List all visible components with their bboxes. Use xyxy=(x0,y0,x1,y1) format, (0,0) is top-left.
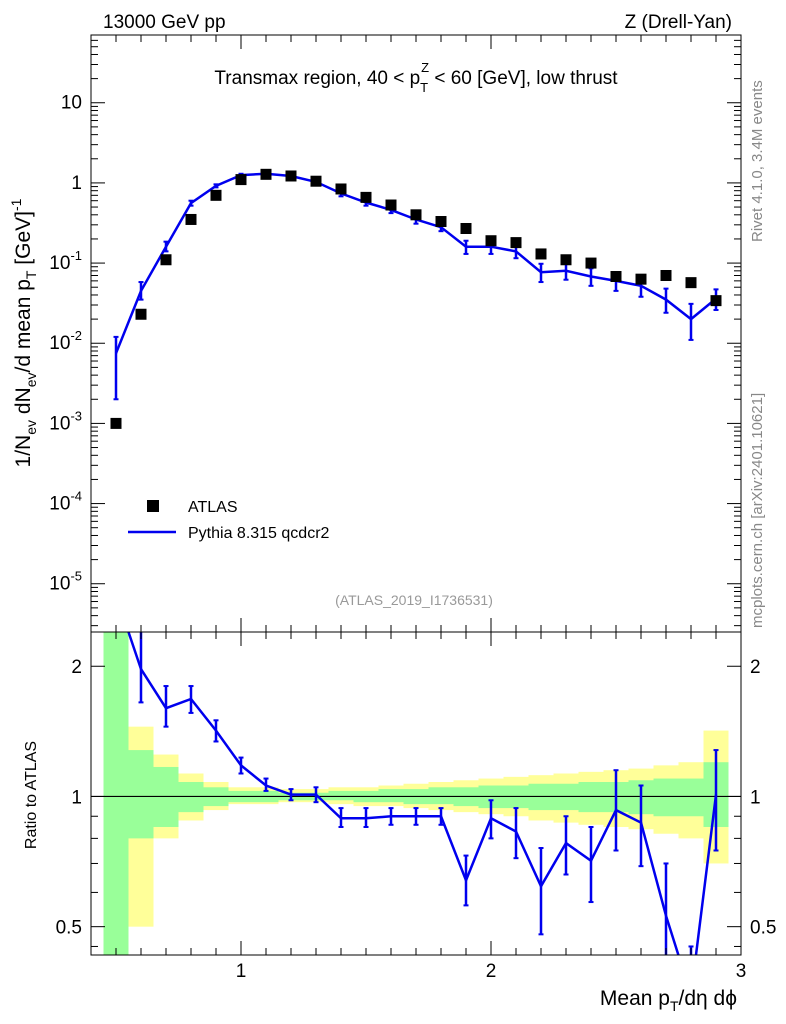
main-title-tail: < 60 [GeV], low thrust xyxy=(429,68,618,89)
main-title: Transmax region, 40 < pTZ < 60 [GeV], lo… xyxy=(214,60,618,95)
atlas-data-point xyxy=(435,216,447,228)
main-y-tick-label: 1 xyxy=(71,173,82,194)
ratio-y-tick-label-left: 0.5 xyxy=(56,918,82,939)
main-y-tick-label: 10 xyxy=(61,93,82,114)
atlas-data-point xyxy=(335,183,347,195)
header-left: 13000 GeV pp xyxy=(103,12,226,33)
ratio-inner-band xyxy=(378,789,404,803)
ratio-y-tick-label-right: 2 xyxy=(750,657,761,678)
atlas-data-point xyxy=(710,295,722,307)
ratio-x-tick-labels: 1 2 3 xyxy=(236,961,747,982)
main-y-tick-label: 10-4 xyxy=(49,489,82,515)
main-y-axis-label: 1/Nev dNev/d mean pT [GeV]-1 xyxy=(8,198,39,467)
header-right: Z (Drell-Yan) xyxy=(625,12,732,33)
atlas-data-point xyxy=(210,189,222,201)
main-title-start: Transmax region, 40 < p xyxy=(214,68,420,89)
atlas-data-point xyxy=(510,237,522,249)
ratio-inner-band xyxy=(178,782,204,813)
legend-marker-atlas xyxy=(147,500,159,512)
atlas-data-point xyxy=(110,417,122,429)
ratio-y-tick-label-right: 0.5 xyxy=(750,918,776,939)
x-axis-label: Mean pT/dη dϕ xyxy=(600,987,737,1014)
analysis-watermark: (ATLAS_2019_I1736531) xyxy=(335,592,493,608)
main-panel xyxy=(91,35,741,632)
ratio-series-line xyxy=(127,632,718,955)
ratio-inner-band xyxy=(103,632,129,955)
main-y-tick-label: 10-1 xyxy=(49,248,82,274)
atlas-data-point xyxy=(685,277,697,289)
main-title-sub: T xyxy=(420,80,428,95)
atlas-data-point xyxy=(360,191,372,203)
atlas-data-point xyxy=(385,199,397,211)
ratio-inner-band xyxy=(578,782,604,813)
ratio-y-axis-label: Ratio to ATLAS xyxy=(23,741,40,849)
ratio-inner-band xyxy=(128,750,154,839)
ratio-inner-band xyxy=(678,778,704,817)
atlas-data-point xyxy=(160,254,172,266)
atlas-data-point xyxy=(585,257,597,269)
atlas-data-point xyxy=(660,269,672,281)
atlas-data-point xyxy=(610,271,622,283)
atlas-data-point xyxy=(285,170,297,182)
ratio-y-tick-label-left: 1 xyxy=(71,787,82,808)
atlas-data-point xyxy=(635,273,647,285)
legend: ATLAS Pythia 8.315 qcdcr2 xyxy=(128,499,330,542)
x-tick-label: 1 xyxy=(236,961,247,982)
main-plot-area xyxy=(110,168,722,429)
legend-label-pythia: Pythia 8.315 qcdcr2 xyxy=(188,525,330,542)
x-tick-label: 3 xyxy=(736,961,747,982)
ratio-inner-band xyxy=(653,778,679,817)
ratio-y-tick-label-right: 1 xyxy=(750,787,761,808)
main-y-tick-labels: 10 1 10-1 10-2 10-3 10-4 10-5 xyxy=(49,93,82,595)
main-y-tick-label: 10-5 xyxy=(49,569,82,595)
atlas-data-point xyxy=(410,209,422,221)
atlas-data-point xyxy=(485,235,497,247)
ratio-y-tick-label-left: 2 xyxy=(71,657,82,678)
atlas-data-point xyxy=(535,248,547,260)
atlas-data-point xyxy=(460,222,472,234)
ratio-inner-band xyxy=(328,790,354,801)
atlas-data-point xyxy=(310,175,322,187)
ratio-y-tick-labels: 2 2 1 1 0.5 0.5 xyxy=(56,657,777,938)
main-y-tick-label: 10-3 xyxy=(49,408,82,434)
main-title-sup: Z xyxy=(421,60,429,75)
legend-label-atlas: ATLAS xyxy=(188,499,238,516)
ratio-plot-area xyxy=(127,632,719,955)
ratio-inner-band xyxy=(428,787,454,805)
atlas-data-point xyxy=(185,213,197,225)
atlas-data-point xyxy=(260,168,272,180)
atlas-data-point xyxy=(135,308,147,320)
atlas-data-point xyxy=(560,254,572,266)
atlas-data-point xyxy=(235,174,247,186)
ratio-panel-frame xyxy=(90,631,742,956)
mcplots-reference-label: mcplots.cern.ch [arXiv:2401.10621] xyxy=(749,393,766,628)
rivet-version-label: Rivet 4.1.0, 3.4M events xyxy=(749,80,766,242)
x-tick-label: 2 xyxy=(486,961,497,982)
main-y-tick-label: 10-2 xyxy=(49,328,82,354)
